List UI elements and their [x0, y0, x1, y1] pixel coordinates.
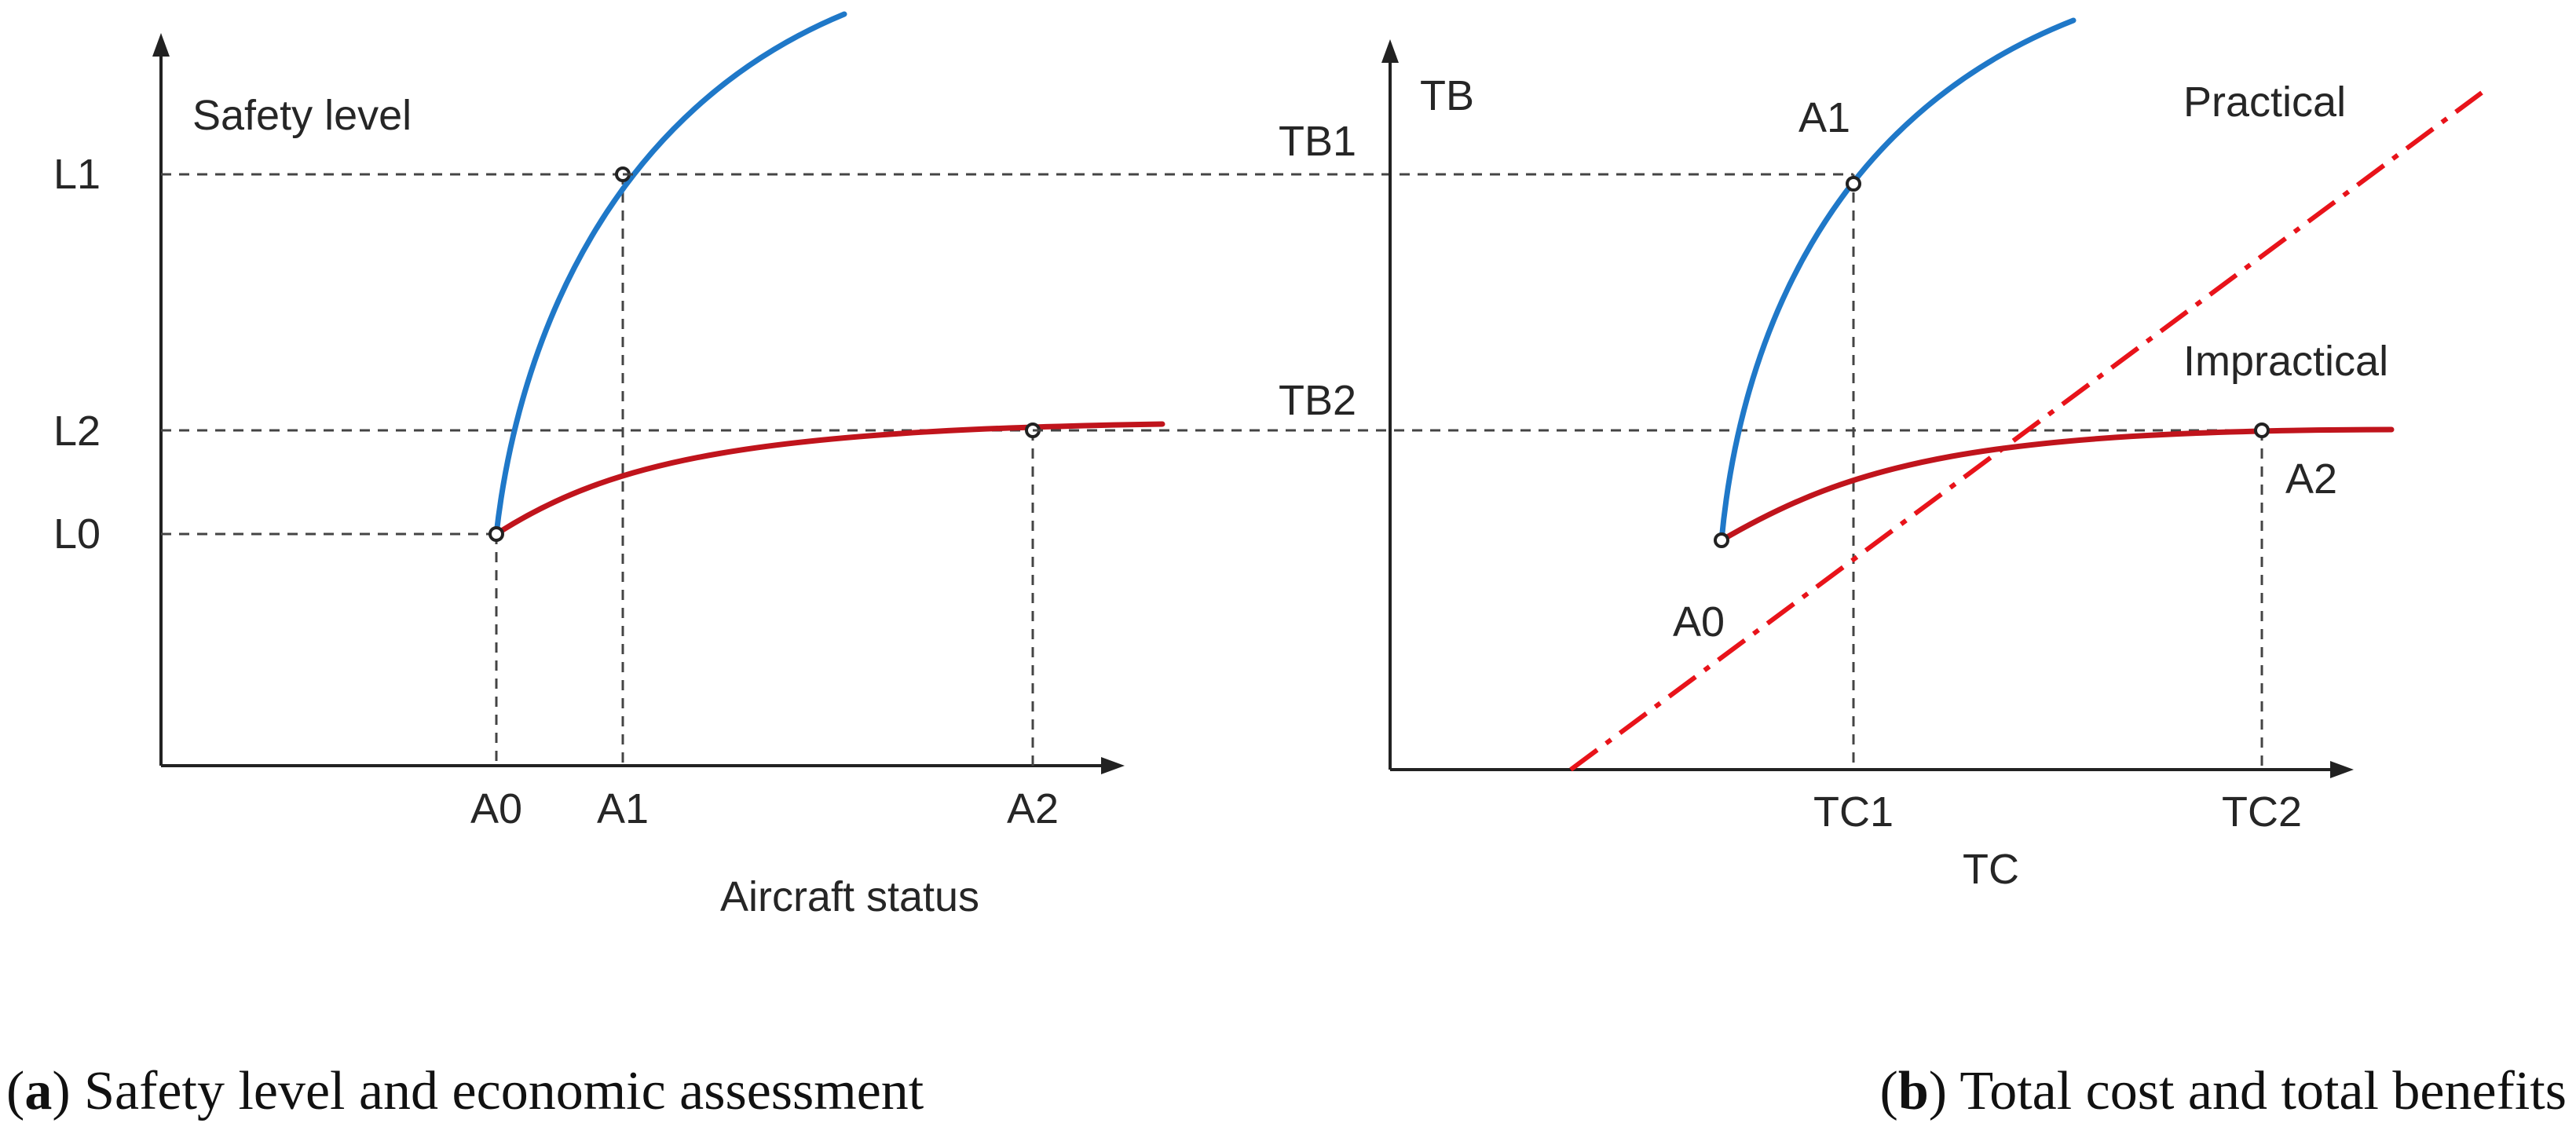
caption-a-letter: a [24, 1061, 52, 1121]
panel-b-point-a2 [2254, 423, 2270, 438]
panel-b-tick-tb1: TB1 [1279, 118, 1356, 165]
panel-a-tick-l1: L1 [53, 151, 101, 198]
caption-a-text: Safety level and economic assessment [84, 1061, 924, 1121]
caption-b-letter: b [1898, 1061, 1929, 1121]
panel-b: TB TB1 TB2 A1 A0 A2 Practical Impractica… [1033, 17, 2483, 893]
caption-a: (a) Safety level and economic assessment [6, 1061, 924, 1121]
panel-b-x-arrowhead [2330, 761, 2354, 778]
panel-b-label-practical: Practical [2183, 79, 2346, 126]
panel-a-y-arrowhead [152, 33, 170, 57]
panel-b-blue-curve [1718, 17, 2077, 543]
panel-b-label-a0: A0 [1673, 598, 1725, 646]
panel-b-red-curve [1718, 426, 2395, 543]
panel-b-point-a1 [1846, 176, 1861, 192]
panel-b-y-arrowhead [1381, 39, 1399, 63]
panel-b-tick-tc2: TC2 [2222, 788, 2302, 836]
panel-b-x-axis-title: TC [1963, 846, 2019, 893]
panel-b-tick-tb2: TB2 [1279, 377, 1356, 424]
panel-a: Safety level L1 L2 L0 A0 A1 A2 Aircraft … [53, 11, 1165, 920]
panel-b-label-a2: A2 [2285, 455, 2337, 503]
panel-b-label-a1: A1 [1798, 94, 1850, 141]
panel-a-x-axis-title: Aircraft status [720, 873, 979, 920]
panel-a-red-curve [493, 421, 1165, 537]
panel-a-tick-l0: L0 [53, 510, 101, 558]
panel-b-tick-tc1: TC1 [1813, 788, 1894, 836]
panel-b-point-a0 [1714, 532, 1729, 548]
panel-a-tick-a1: A1 [597, 785, 649, 832]
panel-a-tick-a2: A2 [1007, 785, 1059, 832]
panel-a-x-arrowhead [1101, 757, 1125, 774]
panel-a-tick-l2: L2 [53, 408, 101, 455]
caption-b: (b) Total cost and total benefits [1880, 1061, 2567, 1121]
panel-b-diagonal-line [1569, 90, 2483, 772]
panel-a-tick-a0: A0 [470, 785, 522, 832]
panel-a-y-axis-title: Safety level [192, 92, 412, 139]
panel-b-label-impractical: Impractical [2183, 338, 2388, 385]
panel-b-y-axis-title: TB [1420, 72, 1474, 119]
caption-b-text: Total cost and total benefits [1959, 1061, 2567, 1121]
panel-a-blue-curve [493, 11, 847, 537]
panel-a-point-a0 [488, 526, 504, 542]
